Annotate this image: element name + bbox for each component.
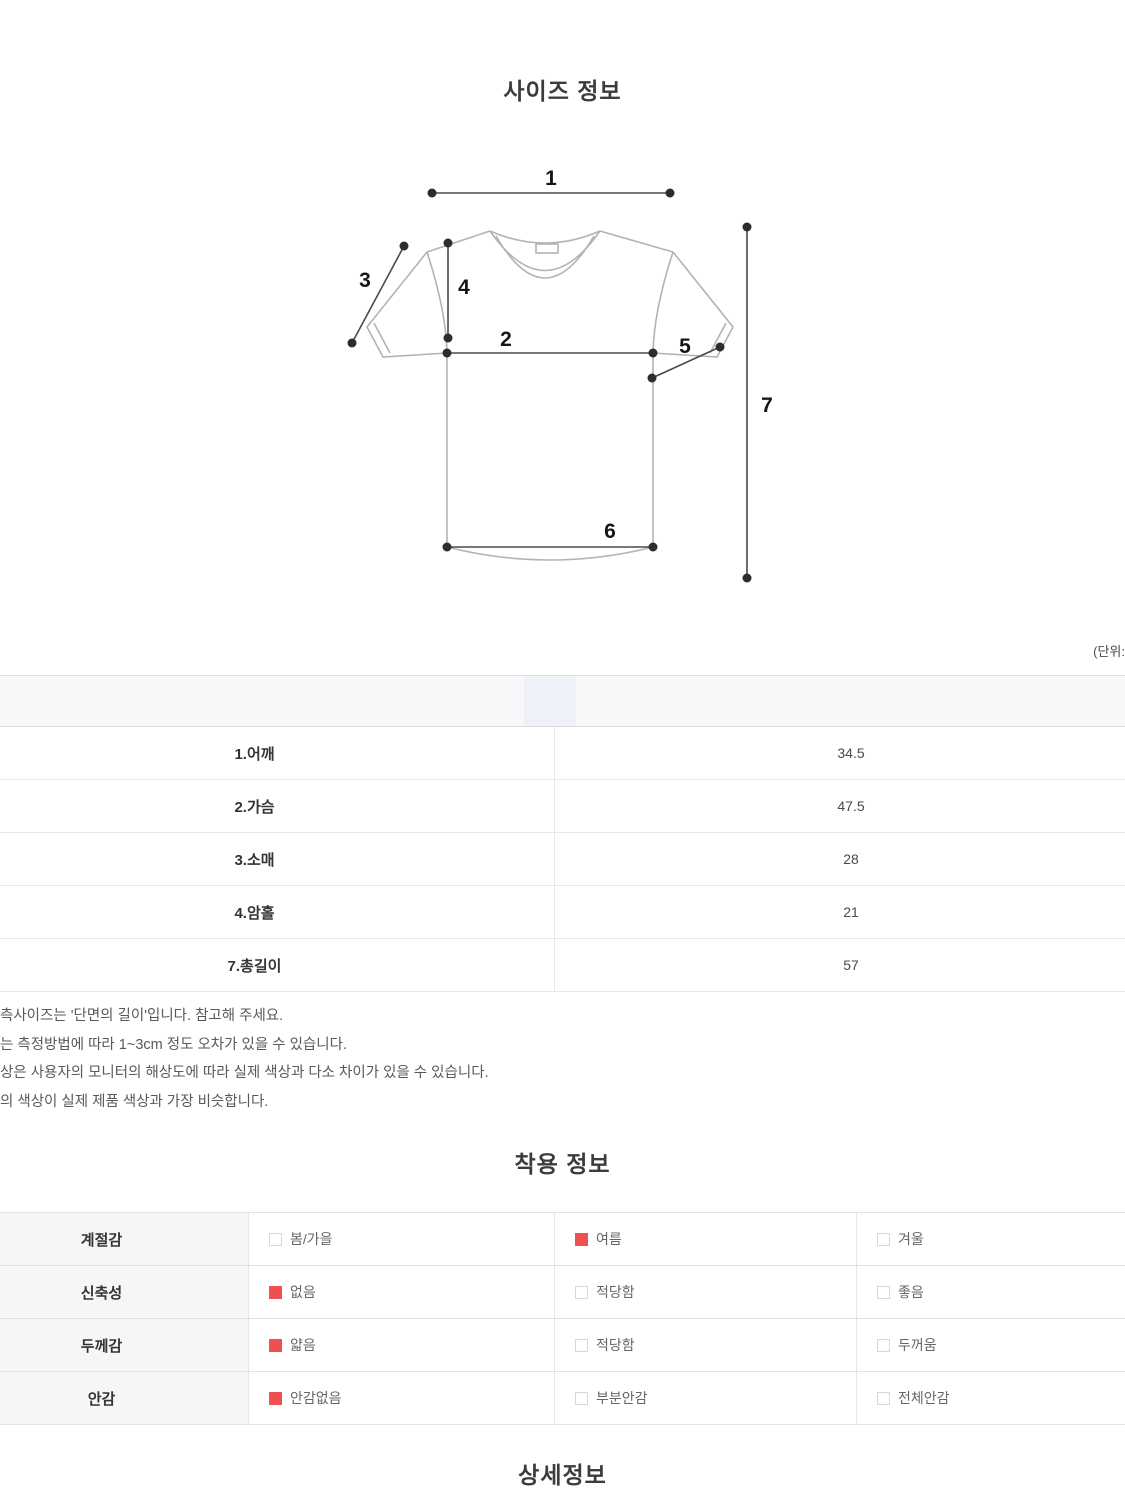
detail-section-title: 상세정보: [518, 1462, 607, 1488]
dim-label-3: 3: [359, 269, 371, 292]
measure-label: 1.어깨: [234, 745, 275, 763]
checkbox-icon: [269, 1338, 282, 1352]
table-row: 계절감 봄/가을 여름 겨울: [0, 1213, 1125, 1266]
dim-label-4: 4: [458, 276, 470, 299]
checkbox-icon: [877, 1232, 890, 1246]
fit-row-label: 안감: [0, 1372, 248, 1424]
tshirt-outline: [366, 230, 734, 561]
fit-option-label: 두꺼움: [898, 1337, 937, 1353]
dim-label-7: 7: [761, 394, 773, 417]
fit-option: 봄/가을: [248, 1213, 554, 1265]
fit-option-label: 적당함: [596, 1337, 635, 1353]
fit-option: 적당함: [554, 1266, 856, 1318]
dim-label-5: 5: [679, 335, 691, 358]
dimension-lines: [351, 192, 748, 578]
fit-section-title: 착용 정보: [514, 1151, 611, 1177]
note-line: 상은 사용자의 모니터의 해상도에 따라 실제 색상과 다소 차이가 있을 수 …: [0, 1065, 489, 1081]
fit-option-label: 없음: [290, 1284, 316, 1300]
measure-value: 47.5: [554, 780, 1125, 832]
fit-option-label: 안감없음: [290, 1390, 342, 1406]
fit-row-label: 두께감: [0, 1319, 248, 1371]
measure-value: 34.5: [554, 727, 1125, 779]
measure-value: 57: [554, 939, 1125, 991]
fit-option-label: 여름: [596, 1231, 622, 1247]
size-table: 1.어깨 34.5 2.가슴 47.5 3.소매 28 4.암홀 21 7.총길…: [0, 675, 1125, 992]
fit-option: 여름: [554, 1213, 856, 1265]
measure-value: 21: [554, 886, 1125, 938]
checkbox-icon: [877, 1285, 890, 1299]
fit-option: 전체안감: [856, 1372, 1125, 1424]
checkbox-icon: [877, 1391, 890, 1405]
table-row: 안감 안감없음 부분안감 전체안감: [0, 1372, 1125, 1425]
checkbox-icon: [575, 1338, 588, 1352]
table-row: 3.소매 28: [0, 833, 1125, 886]
fit-option-label: 적당함: [596, 1284, 635, 1300]
checkbox-icon: [575, 1232, 588, 1246]
dimension-endpoints: [347, 188, 752, 583]
size-notes: 측사이즈는 '단면의 길이'입니다. 참고해 주세요. 는 측정방법에 따라 1…: [0, 1002, 1000, 1116]
dim-label-1: 1: [545, 167, 557, 190]
size-table-header-highlight: [524, 676, 576, 726]
unit-note: (단위:: [1093, 644, 1125, 659]
table-row: 두께감 얇음 적당함 두꺼움: [0, 1319, 1125, 1372]
checkbox-icon: [269, 1391, 282, 1405]
fit-option: 부분안감: [554, 1372, 856, 1424]
fit-option-label: 전체안감: [898, 1390, 950, 1406]
table-row: 신축성 없음 적당함 좋음: [0, 1266, 1125, 1319]
measure-label: 3.소매: [234, 851, 275, 869]
fit-option: 안감없음: [248, 1372, 554, 1424]
note-line: 측사이즈는 '단면의 길이'입니다. 참고해 주세요.: [0, 1008, 284, 1024]
fit-info-table: 계절감 봄/가을 여름 겨울 신축성 없음 적당함 좋음 두께감: [0, 1212, 1125, 1425]
size-table-header: [0, 676, 1125, 727]
fit-option: 좋음: [856, 1266, 1125, 1318]
fit-option: 얇음: [248, 1319, 554, 1371]
fit-option-label: 부분안감: [596, 1390, 648, 1406]
fit-row-label: 신축성: [0, 1266, 248, 1318]
checkbox-icon: [575, 1285, 588, 1299]
checkbox-icon: [575, 1391, 588, 1405]
fit-option: 두꺼움: [856, 1319, 1125, 1371]
fit-option-label: 봄/가을: [290, 1231, 333, 1247]
size-section-title: 사이즈 정보: [503, 78, 622, 104]
table-row: 2.가슴 47.5: [0, 780, 1125, 833]
measure-label: 2.가슴: [234, 798, 275, 816]
table-row: 7.총길이 57: [0, 939, 1125, 992]
dim-label-2: 2: [500, 328, 512, 351]
note-line: 는 측정방법에 따라 1~3cm 정도 오차가 있을 수 있습니다.: [0, 1036, 347, 1053]
dim-label-6: 6: [604, 520, 616, 543]
fit-row-label: 계절감: [0, 1213, 248, 1265]
fit-option-label: 얇음: [290, 1337, 316, 1353]
checkbox-icon: [269, 1285, 282, 1299]
measure-label: 4.암홀: [234, 904, 275, 922]
dimension-number-labels: 1 2 3 4 5 6 7: [359, 167, 773, 543]
note-line: 의 색상이 실제 제품 색상과 가장 비슷합니다.: [0, 1093, 269, 1110]
table-row: 1.어깨 34.5: [0, 727, 1125, 780]
fit-option-label: 좋음: [898, 1284, 924, 1300]
fit-option: 적당함: [554, 1319, 856, 1371]
measure-label: 7.총길이: [227, 957, 282, 975]
table-row: 4.암홀 21: [0, 886, 1125, 939]
checkbox-icon: [877, 1338, 890, 1352]
measure-value: 28: [554, 833, 1125, 885]
tshirt-measurement-diagram: 1 2 3 4 5 6 7: [347, 167, 773, 583]
checkbox-icon: [269, 1232, 282, 1246]
fit-option: 없음: [248, 1266, 554, 1318]
fit-option-label: 겨울: [898, 1231, 924, 1247]
fit-option: 겨울: [856, 1213, 1125, 1265]
